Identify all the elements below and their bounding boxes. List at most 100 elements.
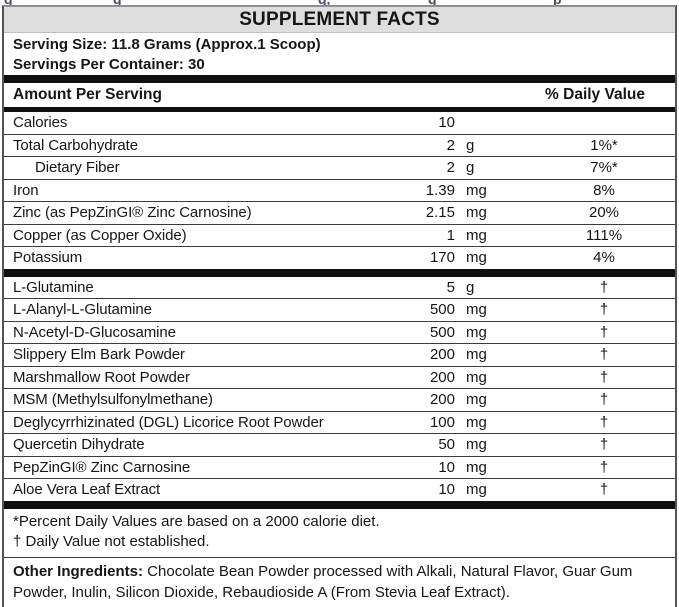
amount-value: 10 [438,458,455,476]
section-divider-bar [4,107,675,112]
amount-value: 1.39 [425,181,455,199]
cropped-text-remnant: g g g, g p [0,0,679,5]
amount-value: 2 [446,136,455,154]
unit-label: mg [466,346,487,364]
nutrient-label: Quercetin Dihydrate [13,436,145,454]
cropped-text-fragment: g [428,0,437,5]
table-row: Quercetin Dihydrate 50 mg † [4,433,675,456]
daily-value: † [599,413,609,431]
amount-value: 2 [446,159,455,177]
nutrient-label: L-Glutamine [13,278,94,296]
footnotes: *Percent Daily Values are based on a 200… [4,509,675,558]
table-row: Copper (as Copper Oxide) 1 mg 111% [4,223,675,247]
amount-value: 10 [438,481,455,499]
unit-label: mg [466,323,487,341]
serving-size: Serving Size: 11.8 Grams (Approx.1 Scoop… [13,36,321,53]
amount-value: 50 [438,436,455,454]
amount-value: 500 [429,301,455,319]
amount-value: 10 [438,114,455,132]
nutrient-label: N-Acetyl-D-Glucosamine [13,323,176,341]
daily-value: † [599,481,609,499]
unit-label: mg [466,181,487,199]
unit-label: mg [466,481,487,499]
unit-label: mg [466,458,487,476]
daily-value: † [599,391,609,409]
servings-per-container: Servings Per Container: 30 [13,55,205,73]
table-row: Potassium 170 mg 4% [4,246,675,269]
table-row: Slippery Elm Bark Powder 200 mg † [4,343,675,366]
serving-info: Serving Size: 11.8 Grams (Approx.1 Scoop… [4,33,675,75]
cropped-text-fragment: g [113,0,122,5]
nutrient-label: L-Alanyl-L-Glutamine [13,301,152,319]
nutrient-label: Copper (as Copper Oxide) [13,226,187,244]
unit-label: mg [466,249,487,267]
nutrient-label: Calories [13,114,68,132]
table-row: N-Acetyl-D-Glucosamine 500 mg † [4,320,675,344]
unit-label: mg [466,413,487,431]
amount-per-serving-header: Amount Per Serving [13,86,162,103]
daily-value: 7%* [590,159,618,177]
table-row: PepZinGI® Zinc Carnosine 10 mg † [4,455,675,479]
amount-value: 200 [429,346,455,364]
table-row: Deglycyrrhizinated (DGL) Licorice Root P… [4,410,675,434]
unit-label: mg [466,368,487,386]
daily-value: 8% [593,181,615,199]
unit-label: mg [466,226,487,244]
other-ingredients-text: Chocolate Bean Powder processed with Alk… [13,562,633,601]
not-established-footnote: † Daily Value not established. [13,533,210,550]
nutrient-label: Dietary Fiber [35,159,120,177]
daily-value: 111% [585,226,623,244]
daily-value: † [599,278,609,296]
table-row: Total Carbohydrate 2 g 1%* [4,133,675,157]
cropped-text-fragment: p [553,0,562,5]
nutrient-label: PepZinGI® Zinc Carnosine [13,458,191,476]
amount-value: 200 [429,391,455,409]
amount-value: 1 [446,226,455,244]
unit-label: g [466,159,475,177]
nutrient-label: Deglycyrrhizinated (DGL) Licorice Root P… [13,413,324,431]
nutrient-label: Aloe Vera Leaf Extract [13,481,161,499]
other-ingredients: Other Ingredients: Chocolate Bean Powder… [4,558,675,607]
amount-value: 2.15 [425,204,455,222]
unit-label: mg [466,204,487,222]
other-ingredients-label: Other Ingredients: [13,562,144,580]
panel-title: SUPPLEMENT FACTS [4,7,675,33]
nutrient-label: Total Carbohydrate [13,136,138,154]
daily-value: 4% [593,249,615,267]
section-divider-bar [4,500,675,509]
section-divider-bar [4,75,675,83]
table-row: L-Alanyl-L-Glutamine 500 mg † [4,298,675,321]
daily-value: † [599,323,609,341]
unit-label: g [466,136,475,154]
nutrient-label: Zinc (as PepZinGI® Zinc Carnosine) [13,204,252,222]
nutrient-label: Marshmallow Root Powder [13,368,190,386]
amount-value: 500 [429,323,455,341]
unit-label: mg [466,301,487,319]
column-header-row: Amount Per Serving % Daily Value [4,83,675,107]
table-row: Iron 1.39 mg 8% [4,178,675,202]
nutrient-label: Slippery Elm Bark Powder [13,346,185,364]
daily-value: † [599,458,609,476]
cropped-text-fragment: g [4,0,13,5]
table-row: MSM (Methylsulfonylmethane) 200 mg † [4,388,675,411]
nutrient-label: Potassium [13,249,83,267]
daily-value: † [599,368,609,386]
unit-label: mg [466,436,487,454]
amount-value: 5 [446,278,455,296]
daily-value: 20% [588,204,620,222]
cropped-text-fragment: g, [318,0,330,5]
table-row: Aloe Vera Leaf Extract 10 mg † [4,478,675,501]
unit-label: g [466,278,475,296]
botanical-section: L-Glutamine 5 g † L-Alanyl-L-Glutamine 5… [4,277,675,501]
table-row: Zinc (as PepZinGI® Zinc Carnosine) 2.15 … [4,201,675,224]
amount-value: 200 [429,368,455,386]
amount-value: 170 [429,249,455,267]
supplement-facts-panel: SUPPLEMENT FACTS Serving Size: 11.8 Gram… [2,5,677,607]
nutrient-label: Iron [13,181,39,199]
nutrient-section: Calories 10 Total Carbohydrate 2 g 1%* D… [4,112,675,269]
daily-value-footnote: *Percent Daily Values are based on a 200… [13,512,380,530]
amount-value: 100 [429,413,455,431]
section-divider-bar [4,268,675,277]
nutrient-label: MSM (Methylsulfonylmethane) [13,391,213,409]
daily-value: † [599,436,609,454]
